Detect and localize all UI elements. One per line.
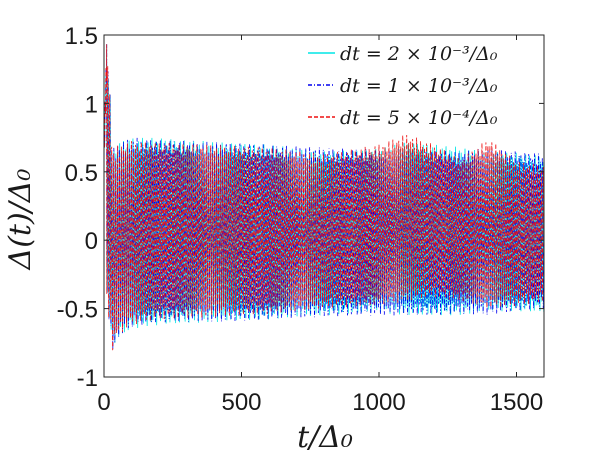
ticks: 0 500 1000 1500 -1 -0.5 0 0.5 1 1.5: [57, 23, 544, 416]
x-tick-label: 0: [97, 389, 110, 416]
x-tick-label: 1000: [352, 389, 405, 416]
x-axis-label: t/Δ₀: [297, 420, 353, 455]
y-tick-label: 0.5: [65, 160, 98, 187]
y-tick-label: 0: [85, 228, 98, 255]
plot-area: [104, 44, 544, 351]
y-tick-label: -0.5: [57, 297, 98, 324]
legend-entry-dt-5e-4: dt = 5 × 10⁻⁴/Δ₀: [340, 107, 498, 129]
y-tick-label: 1.5: [65, 23, 98, 50]
y-tick-label: 1: [85, 91, 98, 118]
series-line-2: [104, 44, 544, 351]
y-axis-label: Δ(t)/Δ₀: [3, 169, 38, 271]
legend-entry-dt-1e-3: dt = 1 × 10⁻³/Δ₀: [340, 75, 498, 97]
axes-box: [103, 34, 545, 378]
series-line-1: [104, 44, 544, 350]
legend: dt = 2 × 10⁻³/Δ₀ dt = 1 × 10⁻³/Δ₀ dt = 5…: [308, 43, 498, 129]
y-tick-label: -1: [77, 365, 98, 392]
legend-entry-dt-2e-3: dt = 2 × 10⁻³/Δ₀: [340, 43, 498, 65]
x-tick-label: 500: [221, 389, 261, 416]
x-tick-label: 1500: [490, 389, 543, 416]
